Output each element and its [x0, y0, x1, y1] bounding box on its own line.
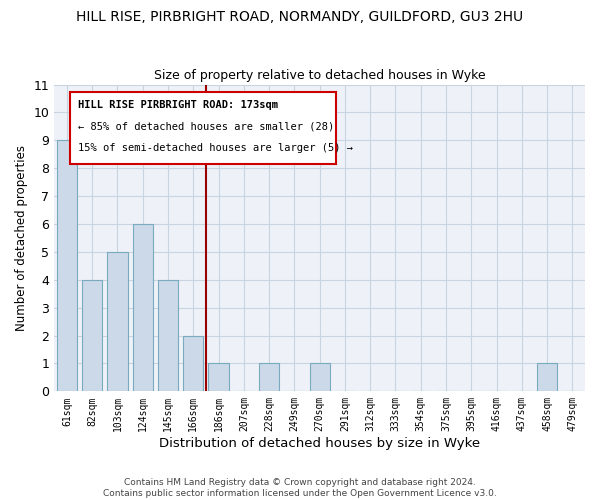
Bar	[158, 280, 178, 392]
Text: Contains HM Land Registry data © Crown copyright and database right 2024.
Contai: Contains HM Land Registry data © Crown c…	[103, 478, 497, 498]
Bar	[183, 336, 203, 392]
FancyBboxPatch shape	[70, 92, 335, 164]
Text: ← 85% of detached houses are smaller (28): ← 85% of detached houses are smaller (28…	[78, 122, 334, 132]
Bar	[133, 224, 153, 392]
Bar	[310, 364, 330, 392]
Text: HILL RISE, PIRBRIGHT ROAD, NORMANDY, GUILDFORD, GU3 2HU: HILL RISE, PIRBRIGHT ROAD, NORMANDY, GUI…	[76, 10, 524, 24]
Bar	[57, 140, 77, 392]
Text: 15% of semi-detached houses are larger (5) →: 15% of semi-detached houses are larger (…	[78, 143, 353, 153]
Bar	[82, 280, 103, 392]
X-axis label: Distribution of detached houses by size in Wyke: Distribution of detached houses by size …	[159, 437, 480, 450]
Bar	[259, 364, 279, 392]
Title: Size of property relative to detached houses in Wyke: Size of property relative to detached ho…	[154, 69, 485, 82]
Bar	[537, 364, 557, 392]
Y-axis label: Number of detached properties: Number of detached properties	[15, 145, 28, 331]
Text: HILL RISE PIRBRIGHT ROAD: 173sqm: HILL RISE PIRBRIGHT ROAD: 173sqm	[78, 100, 278, 110]
Bar	[208, 364, 229, 392]
Bar	[107, 252, 128, 392]
